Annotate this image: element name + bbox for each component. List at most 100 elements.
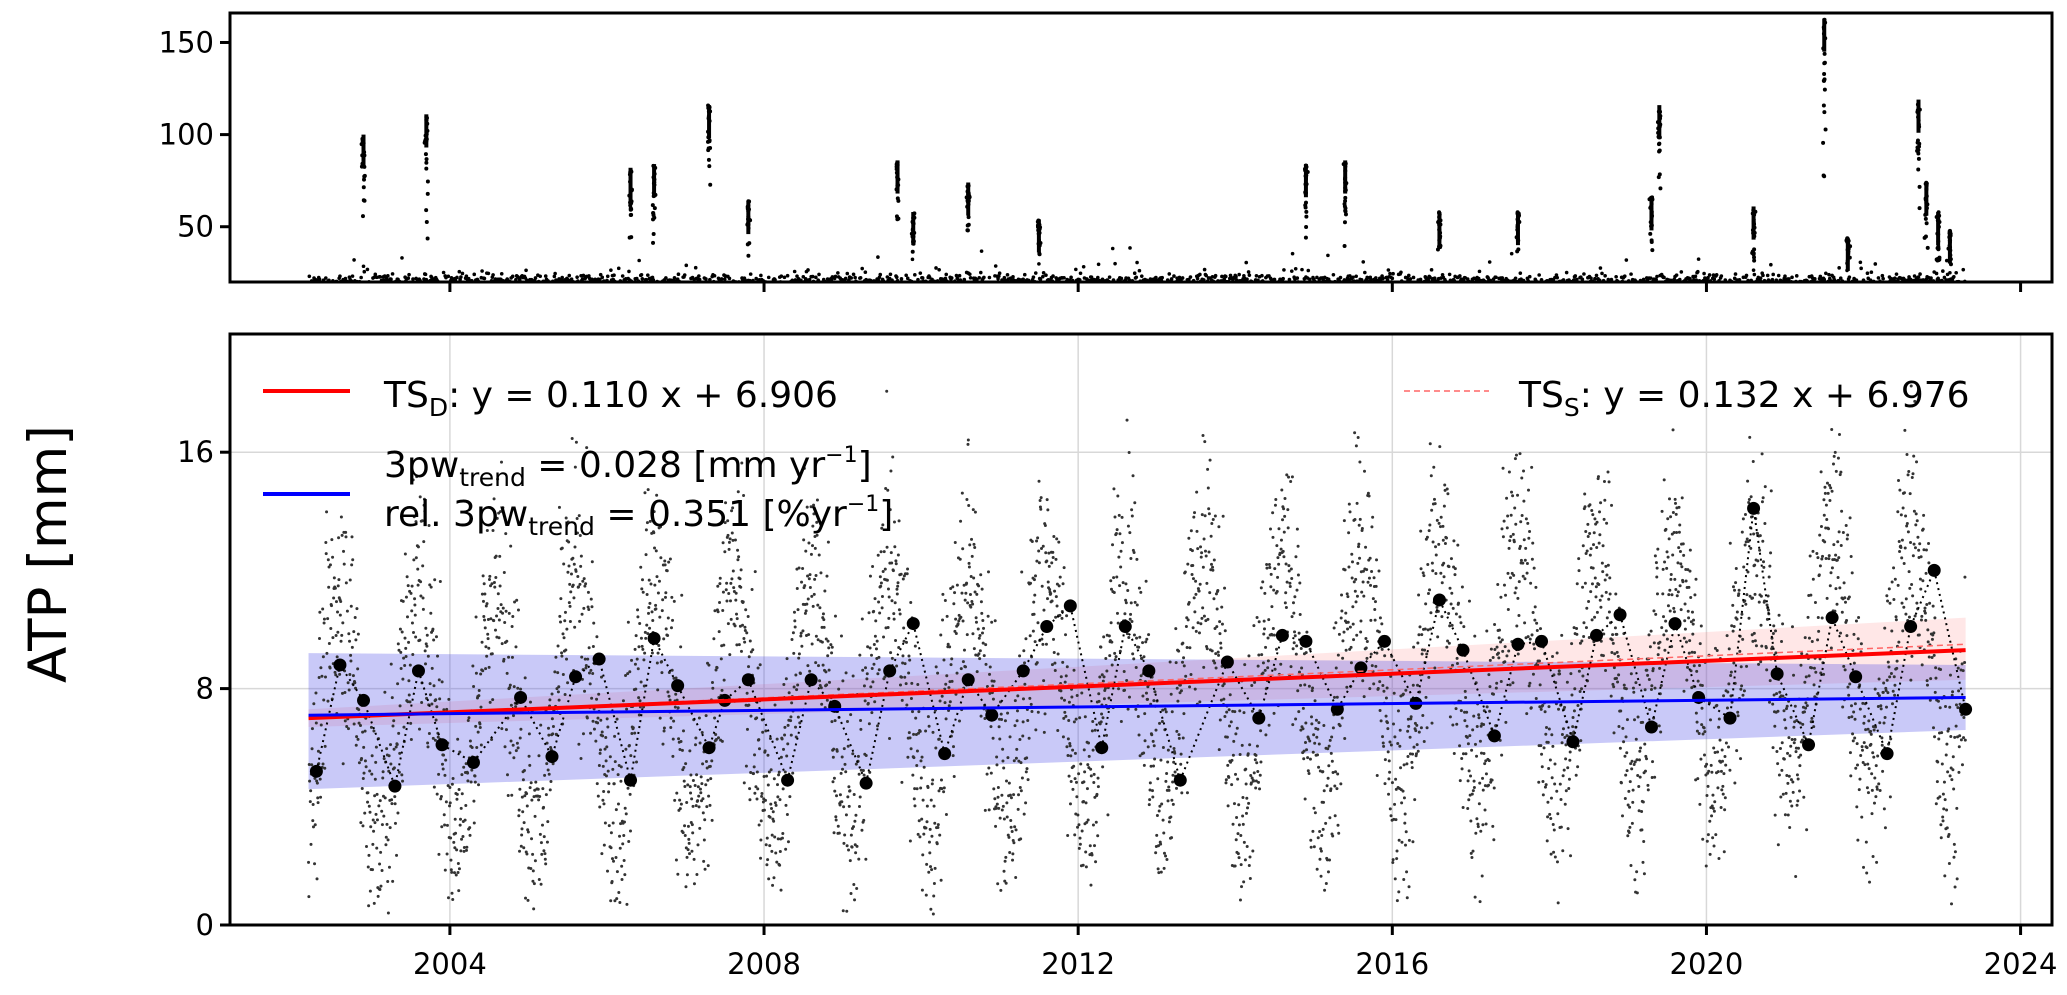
daily-point xyxy=(439,797,443,801)
daily-point xyxy=(496,607,500,611)
daily-point xyxy=(307,860,311,864)
daily-point xyxy=(1223,715,1227,719)
daily-point xyxy=(1342,630,1346,634)
daily-point xyxy=(346,727,350,731)
daily-point xyxy=(503,621,507,625)
daily-point xyxy=(619,822,623,826)
daily-point xyxy=(1470,748,1474,752)
daily-point xyxy=(1347,502,1351,506)
daily-point xyxy=(978,649,982,653)
daily-point xyxy=(971,508,975,512)
daily-point xyxy=(747,665,751,669)
daily-point xyxy=(1016,694,1020,698)
daily-point xyxy=(785,657,789,661)
daily-point xyxy=(604,736,608,740)
top-point xyxy=(637,258,641,263)
daily-point xyxy=(544,862,548,866)
daily-point xyxy=(1287,564,1291,568)
daily-point xyxy=(602,789,606,793)
daily-point xyxy=(910,681,914,685)
daily-point xyxy=(1241,795,1245,799)
daily-point xyxy=(577,514,581,518)
top-point xyxy=(810,274,815,279)
top-spike-point xyxy=(1915,138,1920,143)
daily-point xyxy=(577,585,581,589)
daily-point xyxy=(386,911,390,915)
daily-point xyxy=(392,766,396,770)
daily-point xyxy=(855,844,859,848)
daily-point xyxy=(1406,717,1410,721)
daily-point xyxy=(322,698,326,702)
daily-point xyxy=(955,583,959,587)
top-point xyxy=(1696,269,1700,274)
daily-point xyxy=(893,601,897,605)
daily-point xyxy=(952,602,956,606)
top-point xyxy=(1894,272,1899,276)
daily-point xyxy=(487,665,491,669)
daily-point xyxy=(903,662,907,666)
daily-point xyxy=(1390,781,1394,785)
daily-point xyxy=(1040,637,1044,641)
top-point xyxy=(1128,246,1132,250)
daily-point xyxy=(519,844,523,848)
daily-point xyxy=(1035,559,1039,563)
daily-point xyxy=(414,556,418,560)
daily-point xyxy=(1384,696,1388,700)
daily-point xyxy=(310,747,314,751)
top-point xyxy=(1790,275,1794,280)
daily-point xyxy=(937,789,941,793)
daily-point xyxy=(342,549,346,553)
daily-point xyxy=(686,783,690,787)
daily-point xyxy=(803,584,807,588)
daily-point xyxy=(662,637,666,641)
daily-point xyxy=(1186,562,1190,566)
daily-point xyxy=(527,732,531,736)
daily-point xyxy=(504,609,508,613)
daily-point xyxy=(1220,622,1224,626)
top-point xyxy=(538,274,543,279)
daily-point xyxy=(434,718,438,722)
daily-point xyxy=(924,826,928,830)
top-point xyxy=(1876,276,1881,280)
daily-point xyxy=(1430,561,1434,565)
daily-point xyxy=(546,768,550,772)
top-point xyxy=(1916,275,1921,279)
daily-point xyxy=(1282,507,1286,511)
daily-point xyxy=(542,849,546,853)
top-point xyxy=(406,276,411,281)
daily-point xyxy=(820,640,824,644)
daily-point xyxy=(996,795,1000,799)
daily-point xyxy=(634,687,638,691)
daily-point xyxy=(1093,844,1097,848)
daily-point xyxy=(759,819,763,823)
daily-point xyxy=(582,606,586,610)
daily-point xyxy=(1036,621,1040,625)
daily-point xyxy=(1056,729,1060,733)
daily-point xyxy=(1316,753,1320,757)
daily-point xyxy=(1181,660,1185,664)
daily-point xyxy=(1312,806,1316,810)
top-point xyxy=(905,276,910,281)
daily-point xyxy=(979,600,983,604)
top-point xyxy=(1293,266,1298,271)
daily-point xyxy=(1357,545,1361,549)
daily-point xyxy=(892,617,896,621)
daily-point xyxy=(1271,511,1275,515)
top-point xyxy=(1733,272,1738,276)
daily-point xyxy=(1484,759,1488,763)
daily-point xyxy=(1152,699,1156,703)
daily-point xyxy=(560,654,564,658)
daily-point xyxy=(768,844,772,848)
daily-point xyxy=(1354,444,1358,448)
daily-point xyxy=(1163,707,1167,711)
top-spike-point xyxy=(1037,252,1042,257)
daily-point xyxy=(1052,650,1056,654)
daily-point xyxy=(1427,529,1431,533)
daily-point xyxy=(987,766,991,770)
daily-point xyxy=(694,804,698,808)
daily-point xyxy=(1120,515,1124,519)
daily-point xyxy=(1452,752,1456,756)
daily-point xyxy=(690,849,694,853)
daily-point xyxy=(666,616,670,620)
daily-point xyxy=(470,745,474,749)
